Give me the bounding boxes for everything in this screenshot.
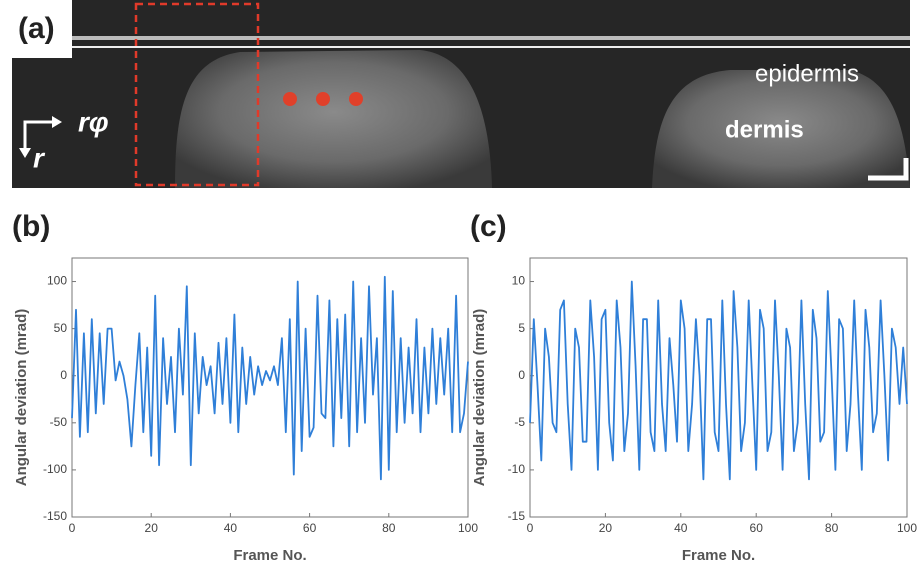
tissue bbox=[652, 70, 910, 188]
axis-arrows bbox=[23, 120, 52, 152]
x-tick-label: 0 bbox=[527, 521, 534, 535]
x-tick-label: 40 bbox=[674, 521, 688, 535]
panel-label: (b) bbox=[12, 210, 50, 243]
y-tick-label: 0 bbox=[518, 368, 525, 382]
y-tick-label: -10 bbox=[508, 462, 526, 476]
y-tick-label: 5 bbox=[518, 321, 525, 335]
oct-image: (a) rφ r epidermis dermis bbox=[12, 0, 910, 188]
marker-dot bbox=[349, 92, 363, 106]
x-tick-label: 20 bbox=[599, 521, 613, 535]
scale-bar bbox=[868, 158, 909, 181]
x-tick-label: 100 bbox=[897, 521, 917, 535]
x-tick-label: 40 bbox=[224, 521, 238, 535]
chart: -150 -100 -50 0 50 100 0 20 40 60 80 100 Frame No. An… bbox=[12, 210, 478, 564]
panel-label: (c) bbox=[470, 210, 507, 243]
x-tick-label: 80 bbox=[825, 521, 839, 535]
arrow-heads bbox=[19, 116, 62, 158]
y-tick-label: 0 bbox=[60, 368, 67, 382]
y-tick-label: -5 bbox=[514, 415, 525, 429]
y-tick-label: 10 bbox=[512, 274, 526, 288]
y-axis-label: Angular deviation (mrad) bbox=[471, 309, 488, 487]
y-tick-label: -150 bbox=[43, 509, 67, 523]
x-tick-label: 80 bbox=[382, 521, 396, 535]
surface-line bbox=[70, 36, 910, 40]
x-tick-label: 0 bbox=[69, 521, 76, 535]
axis-label: r bbox=[33, 142, 46, 173]
y-axis-label: Angular deviation (mrad) bbox=[13, 309, 30, 487]
roi-box bbox=[134, 2, 260, 187]
x-tick-label: 60 bbox=[303, 521, 317, 535]
y-tick-label: 50 bbox=[54, 321, 68, 335]
data-line bbox=[529, 280, 908, 481]
surface-line bbox=[70, 46, 910, 48]
data-line bbox=[71, 275, 469, 481]
y-tick-label: -100 bbox=[43, 462, 67, 476]
plot-frame bbox=[71, 257, 469, 518]
x-axis-label: Frame No. bbox=[233, 547, 306, 564]
x-tick-label: 60 bbox=[750, 521, 764, 535]
y-tick-label: 100 bbox=[47, 274, 67, 288]
y-tick-label: -15 bbox=[508, 509, 526, 523]
annotation: dermis bbox=[725, 116, 804, 143]
annotation: epidermis bbox=[755, 60, 859, 87]
panel-label: (a) bbox=[18, 12, 55, 45]
marker-dot bbox=[283, 92, 297, 106]
y-tick-label: -50 bbox=[50, 415, 68, 429]
x-tick-label: 20 bbox=[145, 521, 159, 535]
x-axis-label: Frame No. bbox=[682, 547, 755, 564]
x-tick-label: 100 bbox=[458, 521, 478, 535]
label-background bbox=[12, 0, 72, 58]
axis-label: rφ bbox=[78, 106, 109, 137]
marker-dot bbox=[316, 92, 330, 106]
tissue bbox=[175, 50, 492, 188]
